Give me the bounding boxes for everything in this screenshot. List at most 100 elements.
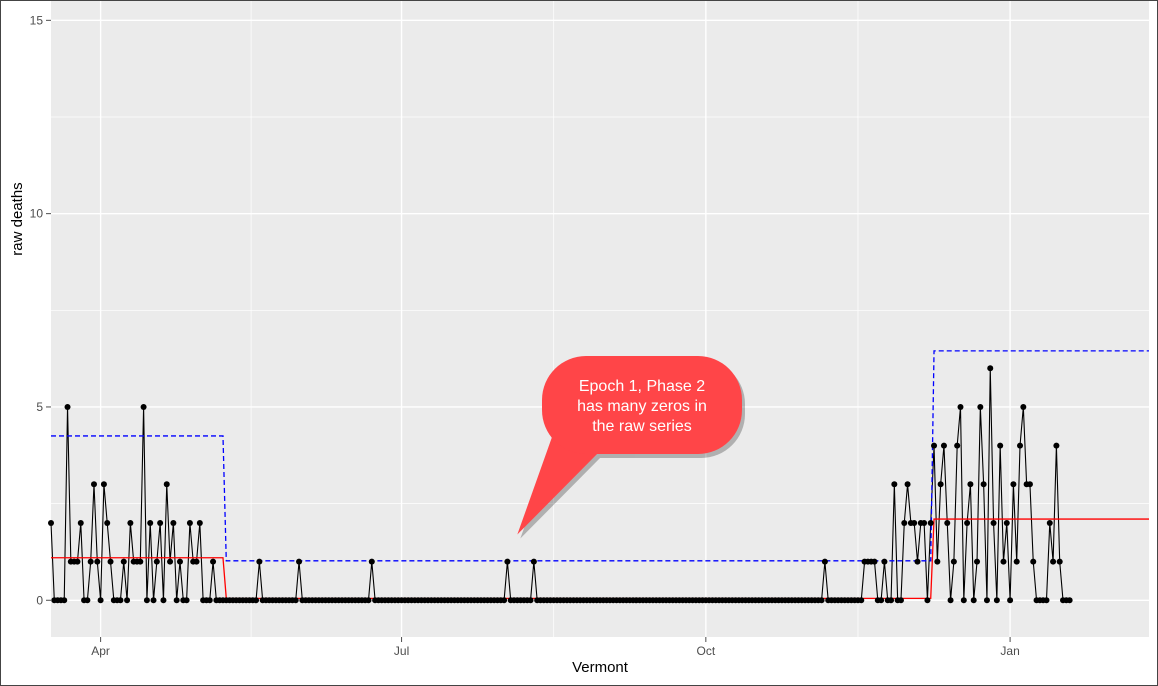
data-point [970, 597, 977, 604]
data-point [1046, 519, 1053, 526]
data-point [1013, 558, 1020, 565]
data-point [104, 519, 111, 526]
data-point [193, 558, 200, 565]
data-point [124, 597, 131, 604]
data-point [1007, 597, 1014, 604]
data-point [818, 597, 825, 604]
data-point [210, 558, 217, 565]
data-point [977, 403, 984, 410]
y-tick-label: 10 [30, 207, 44, 221]
y-tick-label: 5 [36, 400, 43, 414]
data-point [904, 481, 911, 488]
data-point [888, 597, 895, 604]
data-point [881, 558, 888, 565]
data-point [74, 558, 81, 565]
data-point [253, 597, 260, 604]
data-point [365, 597, 372, 604]
callout-body [542, 356, 742, 454]
y-tick-label: 0 [36, 593, 43, 607]
data-point [173, 597, 180, 604]
data-point [1050, 558, 1057, 565]
data-point [901, 519, 908, 526]
data-point [891, 481, 898, 488]
data-point [504, 558, 511, 565]
data-point [100, 481, 107, 488]
data-point [1030, 558, 1037, 565]
data-point [127, 519, 134, 526]
data-point [61, 597, 68, 604]
data-point [914, 558, 921, 565]
data-point [897, 597, 904, 604]
callout-text-line: Epoch 1, Phase 2 [579, 378, 705, 395]
data-point [157, 519, 164, 526]
data-point [150, 597, 157, 604]
data-point [990, 519, 997, 526]
data-point [117, 597, 124, 604]
data-point [87, 558, 94, 565]
data-point [997, 442, 1004, 449]
data-point [163, 481, 170, 488]
x-tick-labels: Apr Jul Oct Jan [91, 644, 1020, 658]
data-point [186, 519, 193, 526]
data-point [980, 481, 987, 488]
data-point [967, 481, 974, 488]
data-point [48, 519, 54, 526]
data-point [927, 519, 934, 526]
data-point [1003, 519, 1010, 526]
data-point [292, 597, 299, 604]
data-point [296, 558, 303, 565]
y-tick-labels: 0 5 10 15 [30, 13, 44, 607]
data-point [120, 558, 127, 565]
data-point [501, 597, 508, 604]
data-point [934, 558, 941, 565]
data-point [527, 597, 534, 604]
x-axis-title: Vermont [572, 659, 629, 676]
data-point [960, 597, 967, 604]
data-point [931, 442, 938, 449]
data-point [368, 558, 375, 565]
data-point [256, 558, 263, 565]
data-point [1066, 597, 1073, 604]
data-point [143, 597, 150, 604]
data-point [97, 597, 104, 604]
data-point [170, 519, 177, 526]
data-point [64, 403, 71, 410]
data-point [993, 597, 1000, 604]
series-layer [48, 350, 1149, 604]
data-point [950, 558, 957, 565]
step-line-dashed [51, 350, 1149, 562]
data-point [160, 597, 167, 604]
data-point [530, 558, 537, 565]
data-point [821, 558, 828, 565]
data-point [77, 519, 84, 526]
data-point [183, 597, 190, 604]
data-point [1026, 481, 1033, 488]
x-tick-label: Jul [394, 644, 409, 658]
plot-panel [51, 1, 1149, 637]
data-point [90, 481, 97, 488]
x-tick-label: Jan [1000, 644, 1019, 658]
data-point [944, 519, 951, 526]
data-point [176, 558, 183, 565]
data-point [1020, 403, 1027, 410]
data-point [954, 442, 961, 449]
data-point [947, 597, 954, 604]
data-point [921, 519, 928, 526]
data-point [858, 597, 865, 604]
data-point [937, 481, 944, 488]
data-point [871, 558, 878, 565]
data-point [1017, 442, 1024, 449]
y-tick-label: 15 [30, 13, 44, 27]
data-point [137, 558, 144, 565]
x-tick-label: Apr [91, 644, 110, 658]
data-point [987, 365, 994, 372]
data-point [206, 597, 213, 604]
callout-bubble: Epoch 1, Phase 2 has many zeros in the raw… [517, 356, 745, 539]
data-point [911, 519, 918, 526]
callout-text-line: the raw series [592, 418, 692, 435]
data-point [878, 597, 885, 604]
data-point [107, 558, 114, 565]
grid-minor [51, 1, 1149, 637]
